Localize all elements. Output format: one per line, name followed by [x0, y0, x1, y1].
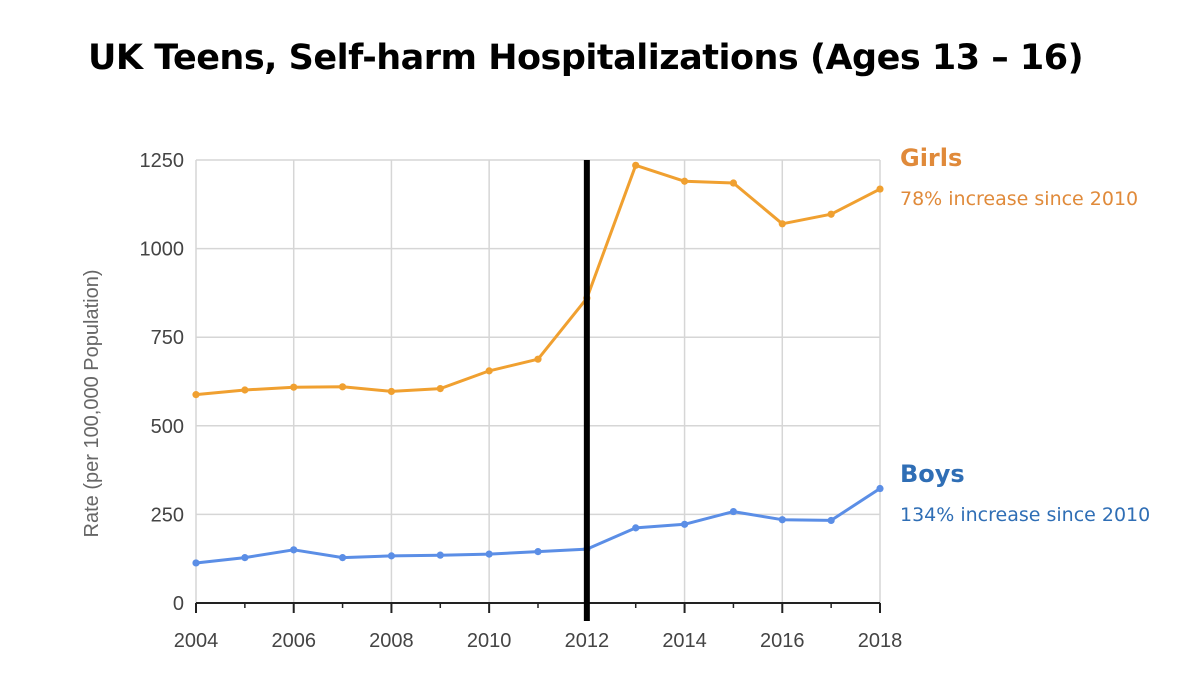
data-point-girls [192, 391, 200, 399]
x-tick-label: 2010 [467, 630, 512, 652]
data-point-girls [534, 355, 542, 363]
data-point-girls [876, 185, 884, 193]
x-tick-label: 2006 [271, 630, 316, 652]
y-tick-label: 1000 [140, 239, 185, 261]
data-point-girls [729, 179, 738, 187]
chart-title: UK Teens, Self-harm Hospitalizations (Ag… [88, 38, 1084, 78]
data-point-girls [338, 383, 347, 391]
data-point-girls [241, 386, 249, 394]
data-point-girls [680, 177, 689, 185]
series-label-boys: Boys [900, 460, 965, 488]
data-point-girls [387, 387, 396, 396]
series-annotation-girls: 78% increase since 2010 [900, 188, 1138, 210]
y-tick-label: 250 [151, 504, 184, 526]
data-point-boys [534, 548, 542, 556]
y-axis-label: Rate (per 100,000 Population) [81, 270, 103, 538]
data-point-boys [729, 507, 738, 516]
data-point-girls [778, 220, 786, 228]
grid-lines [195, 159, 881, 603]
data-point-boys [290, 546, 298, 554]
data-point-boys [485, 550, 493, 558]
y-tick-label: 750 [151, 327, 184, 349]
series-label-girls: Girls [900, 144, 962, 172]
data-point-boys [632, 524, 640, 532]
data-point-boys [241, 554, 249, 562]
data-point-girls [436, 384, 444, 393]
data-point-girls [632, 161, 640, 169]
data-point-boys [876, 484, 884, 493]
data-point-boys [680, 520, 689, 528]
series-annotation-boys: 134% increase since 2010 [900, 504, 1150, 526]
data-point-girls [485, 367, 493, 375]
x-tick-label: 2004 [174, 630, 219, 652]
data-point-girls [290, 383, 298, 391]
data-point-boys [338, 554, 347, 562]
series-group [192, 161, 884, 567]
series-labels: Girls 78% increase since 2010 Boys 134% inc… [900, 144, 1150, 526]
x-tick-label: 2008 [369, 630, 414, 652]
data-point-boys [778, 516, 786, 524]
data-point-boys [827, 516, 835, 525]
y-tick-label: 0 [173, 593, 184, 615]
data-point-boys [192, 559, 200, 567]
x-tick-label: 2016 [760, 630, 805, 652]
data-point-boys [436, 551, 444, 559]
x-tick-label: 2018 [858, 630, 903, 652]
y-tick-label: 1250 [140, 150, 185, 172]
axes: 0 250 500 750 1000 1250 2004 2006 2008 2010 2012 20… [140, 150, 903, 652]
data-point-boys [387, 552, 396, 560]
x-tick-label: 2012 [565, 630, 610, 652]
data-point-girls [827, 210, 835, 218]
x-tick-label: 2014 [662, 630, 707, 652]
y-tick-label: 500 [151, 416, 184, 438]
